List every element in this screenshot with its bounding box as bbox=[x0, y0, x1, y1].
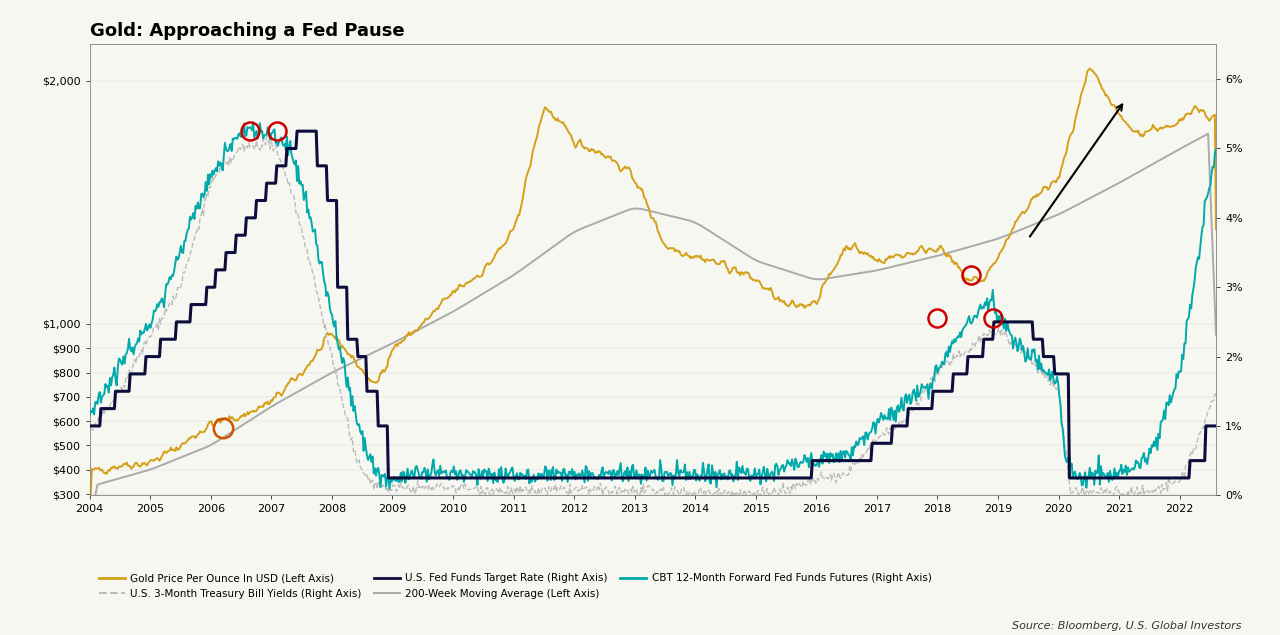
Text: Source: Bloomberg, U.S. Global Investors: Source: Bloomberg, U.S. Global Investors bbox=[1012, 620, 1242, 631]
Legend: Gold Price Per Ounce In USD (Left Axis), U.S. 3-Month Treasury Bill Yields (Righ: Gold Price Per Ounce In USD (Left Axis),… bbox=[95, 569, 936, 603]
Text: Gold: Approaching a Fed Pause: Gold: Approaching a Fed Pause bbox=[90, 22, 404, 40]
